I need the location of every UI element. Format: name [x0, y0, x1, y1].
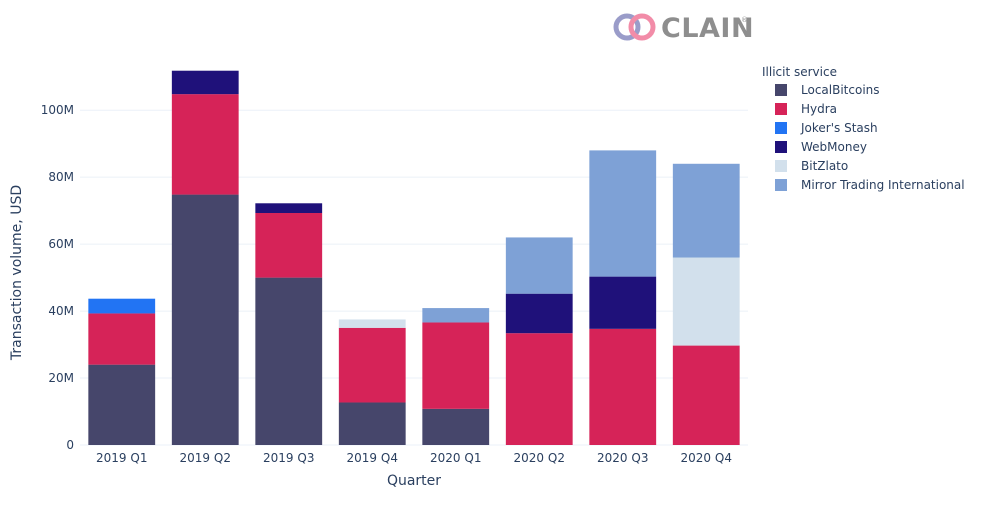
legend-item-label: WebMoney — [801, 140, 867, 154]
bar-segment — [255, 277, 323, 445]
legend-item-label: BitZlato — [801, 159, 848, 173]
bar-segment — [505, 333, 573, 445]
y-tick-label: 100M — [41, 103, 74, 117]
bar-segment — [422, 308, 490, 323]
x-tick-label: 2020 Q4 — [681, 451, 732, 465]
bar-segment — [171, 94, 239, 195]
x-tick-label: 2020 Q1 — [430, 451, 481, 465]
bar-segment — [171, 70, 239, 95]
tick-labels: 0 20M 40M 60M 80M 100M 2019 Q1 2019 Q2 2019 Q3 20… — [41, 103, 732, 465]
legend-swatch — [775, 179, 787, 191]
x-tick-label: 2019 Q2 — [180, 451, 231, 465]
y-tick-label: 40M — [48, 304, 74, 318]
y-tick-label: 80M — [48, 170, 74, 184]
bar-segment — [255, 203, 323, 213]
bar-segment — [422, 408, 490, 445]
bar-segment — [338, 327, 406, 403]
legend-item-label: Mirror Trading International — [801, 178, 965, 192]
bar-segment — [338, 319, 406, 328]
legend-item-label: LocalBitcoins — [801, 83, 880, 97]
bar-segment — [171, 194, 239, 445]
bar-segment — [589, 328, 657, 445]
legend: Illicit service LocalBitcoins Hydra Joker'… — [762, 65, 965, 192]
bar-segment — [338, 402, 406, 445]
logo-ring-left — [613, 13, 641, 41]
clain-logo: CLAIN ® — [613, 13, 754, 44]
bar-segment — [255, 212, 323, 278]
x-tick-label: 2020 Q2 — [514, 451, 565, 465]
bar-segment — [505, 293, 573, 334]
legend-title: Illicit service — [762, 65, 837, 79]
x-tick-label: 2019 Q1 — [96, 451, 147, 465]
x-tick-label: 2020 Q3 — [597, 451, 648, 465]
logo-registered-mark: ® — [741, 16, 748, 24]
x-axis-title: Quarter — [387, 473, 441, 489]
bar-segment — [589, 276, 657, 329]
legend-item-label: Joker's Stash — [800, 121, 878, 135]
bar-segment — [422, 322, 490, 409]
x-tick-label: 2019 Q4 — [347, 451, 398, 465]
bar-segment — [672, 257, 740, 346]
logo-text: CLAIN — [661, 13, 754, 44]
legend-swatch — [775, 160, 787, 172]
bar-segment — [589, 150, 657, 277]
x-tick-label: 2019 Q3 — [263, 451, 314, 465]
bar-segment — [505, 237, 573, 294]
legend-swatch — [775, 103, 787, 115]
bar-segment — [88, 298, 156, 314]
bar-segment — [672, 345, 740, 445]
y-axis-title: Transaction volume, USD — [9, 185, 25, 361]
y-tick-label: 0 — [66, 438, 74, 452]
bar-segment — [88, 313, 156, 365]
legend-swatch — [775, 122, 787, 134]
logo-ring-right — [628, 13, 656, 41]
bar-segment — [88, 364, 156, 445]
y-tick-label: 20M — [48, 371, 74, 385]
bars — [88, 70, 740, 445]
bar-segment — [672, 163, 740, 258]
legend-item-label: Hydra — [801, 102, 837, 116]
legend-swatch — [775, 84, 787, 96]
y-tick-label: 60M — [48, 237, 74, 251]
legend-swatch — [775, 141, 787, 153]
